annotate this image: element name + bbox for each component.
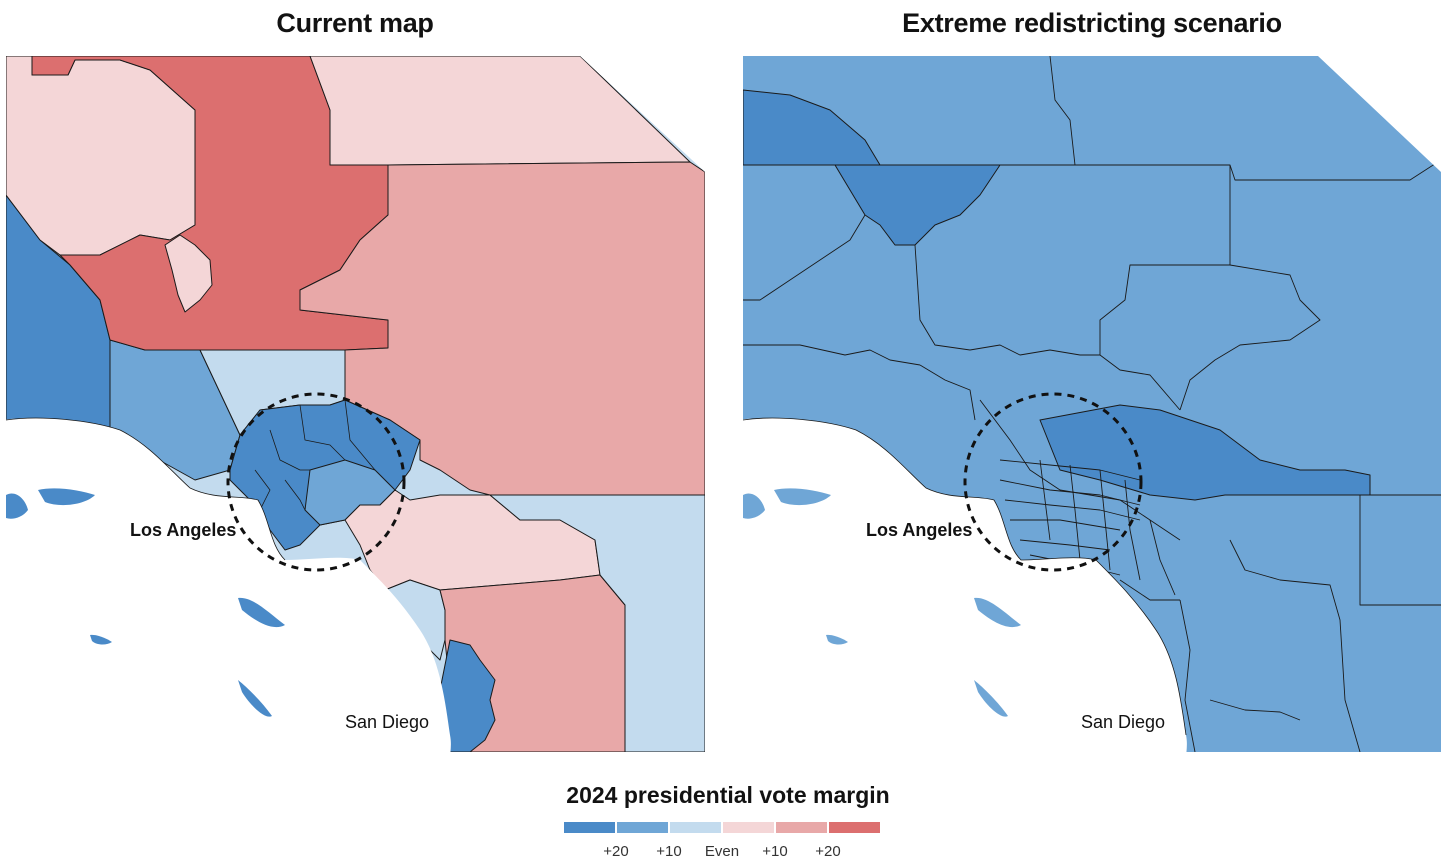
district-enclave — [164, 234, 213, 313]
legend-tick-0: +20 — [603, 843, 629, 860]
legend-swatch-1 — [617, 822, 668, 833]
current-map — [6, 56, 705, 752]
district-imperial — [489, 494, 705, 752]
legend-swatch-0 — [564, 822, 615, 833]
san-diego-label-left: San Diego — [345, 712, 430, 732]
legend-swatch-3 — [723, 822, 774, 833]
district-north-strong — [834, 164, 1001, 246]
la-highlight-circle-right — [963, 392, 1143, 572]
channel-islands-right — [743, 488, 1021, 717]
legend-swatch-2 — [670, 822, 721, 833]
extreme-scenario-title: Extreme redistricting scenario — [902, 8, 1282, 38]
legend-tick-1: +10 — [656, 843, 682, 860]
legend-swatches — [564, 822, 882, 833]
los-angeles-label-right: Los Angeles — [866, 520, 973, 540]
district-nw-strong — [743, 89, 881, 166]
legend-swatch-4 — [776, 822, 827, 833]
district-northwest — [6, 56, 196, 256]
current-map-title: Current map — [276, 8, 434, 38]
legend-title: 2024 presidential vote margin — [566, 782, 890, 808]
pacific-ocean-right — [743, 418, 1187, 752]
san-diego-label-right: San Diego — [1081, 712, 1166, 732]
legend-tick-3: +10 — [762, 843, 788, 860]
channel-islands-left — [6, 488, 285, 717]
pacific-ocean — [6, 418, 451, 752]
la-highlight-circle-left — [226, 392, 406, 572]
los-angeles-label-left: Los Angeles — [130, 520, 237, 540]
district-northeast — [309, 56, 691, 166]
legend-swatch-5 — [829, 822, 880, 833]
extreme-map — [743, 56, 1441, 752]
legend-tick-4: +20 — [815, 843, 841, 860]
legend-tick-2: Even — [704, 843, 740, 860]
